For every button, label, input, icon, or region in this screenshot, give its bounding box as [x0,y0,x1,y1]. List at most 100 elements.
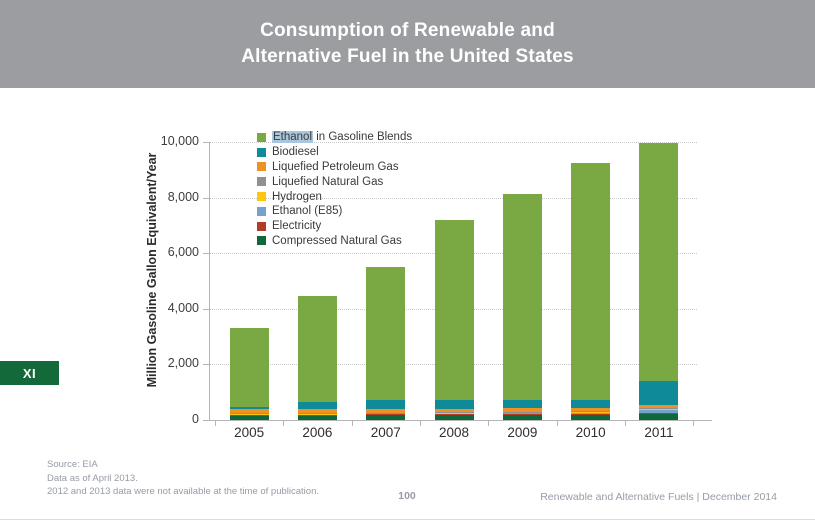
legend-swatch-compressed-natural-gas [257,236,266,246]
highlighted-word: Ethanol [272,131,314,144]
bar-2010-compressed-natural-gas [571,414,611,420]
x-tick-mark-3 [419,420,421,426]
bar-2005-ethanol-e85 [229,414,269,415]
x-tick-mark-2 [351,420,353,426]
bar-2006-ethanol-e85 [297,413,337,415]
report-header-banner: Consumption of Renewable and Alternative… [0,0,815,88]
legend-swatch-liquefied-petroleum-gas [257,162,266,172]
y-tick-mark-4000 [203,308,209,310]
bar-2008-liquefied-natural-gas [434,412,474,414]
legend-item-ethanol-e85: Ethanol (E85) [257,204,412,219]
x-tick-label-2011: 2011 [644,425,674,440]
bar-2006-liquefied-natural-gas [297,413,337,414]
bar-2007-ethanol-e85 [366,413,406,415]
x-tick-label-2007: 2007 [370,425,401,440]
legend-swatch-liquefied-natural-gas [257,177,266,187]
bar-2005-ethanol-in-gasoline-blends [229,328,269,407]
bar-2006-compressed-natural-gas [297,414,337,420]
legend-swatch-ethanol-e85 [257,206,266,216]
bar-2009-compressed-natural-gas [502,414,542,420]
bar-2011-liquefied-petroleum-gas [639,404,679,409]
bar-2010-ethanol-e85 [571,412,611,414]
bar-2008-ethanol-e85 [434,413,474,415]
x-tick-mark-4 [488,420,490,426]
bar-2007-compressed-natural-gas [366,414,406,420]
y-tick-label-10000: 10,000 [160,134,199,148]
bar-2009-electricity [502,413,542,415]
section-tab-label: XI [22,365,37,381]
legend-item-liquefied-natural-gas: Liquefied Natural Gas [257,174,412,189]
bar-2008-liquefied-petroleum-gas [434,408,474,413]
bar-2010-biodiesel [571,399,611,409]
gridline-10000 [209,142,697,143]
footnote-data-date: Data as of April 2013. [47,472,138,484]
section-tab: XI [0,361,59,385]
legend-label-electricity: Electricity [272,220,322,233]
bar-2009-liquefied-natural-gas [502,411,542,413]
chart-legend: Ethanol in Gasoline Blends Biodiesel Lique… [257,130,412,248]
bar-2011-liquefied-natural-gas [639,408,679,410]
bar-2011-biodiesel [639,381,679,405]
y-tick-mark-6000 [203,253,209,255]
y-axis-title: Million Gasoline Gallon Equivalent/Year [145,152,159,388]
bar-2006-biodiesel [297,402,337,410]
bar-2009-liquefied-petroleum-gas [502,408,542,412]
legend-item-liquefied-petroleum-gas: Liquefied Petroleum Gas [257,160,412,175]
bar-2007-ethanol-in-gasoline-blends [366,267,406,401]
bar-2007-liquefied-natural-gas [366,412,406,414]
legend-item-biodiesel: Biodiesel [257,145,412,160]
bar-2007-biodiesel [366,400,406,410]
bar-2007-liquefied-petroleum-gas [366,409,406,413]
legend-label-liquefied-natural-gas: Liquefied Natural Gas [272,175,384,188]
bar-2005-liquefied-petroleum-gas [229,409,269,414]
y-axis-line [209,142,210,420]
footnote-block: Source: EIA Data as of April 2013. 2012 … [47,458,319,499]
page-title-line-2: Alternative Fuel in the United States [241,46,574,67]
bar-2010-ethanol-in-gasoline-blends [571,162,611,400]
x-tick-mark-1 [283,420,285,426]
page-title-line-1: Consumption of Renewable and [260,20,555,41]
y-tick-label-6000: 6,000 [167,245,199,260]
x-tick-mark-5 [556,420,558,426]
y-tick-mark-10000 [203,142,209,143]
bar-2006-ethanol-in-gasoline-blends [297,296,337,403]
footer-divider [0,519,815,520]
document-title-footer: Renewable and Alternative Fuels | Decemb… [540,491,777,503]
legend-label-ethanol-e85: Ethanol (E85) [272,205,343,218]
legend-swatch-hydrogen [257,192,266,202]
bar-2008-compressed-natural-gas [434,414,474,420]
x-tick-mark-0 [215,420,216,426]
bar-2005-liquefied-natural-gas [229,413,269,414]
bar-2005-compressed-natural-gas [229,415,269,420]
bar-2011-compressed-natural-gas [639,413,679,420]
y-tick-mark-8000 [203,197,209,199]
x-tick-label-2006: 2006 [302,425,333,440]
x-tick-mark-7 [693,420,695,426]
bar-2009-biodiesel [502,399,542,409]
legend-item-hydrogen: Hydrogen [257,189,412,204]
page-number: 100 [398,490,416,502]
x-axis-line [203,420,712,421]
bar-2008-biodiesel [434,400,474,409]
bar-2009-ethanol-e85 [502,412,542,414]
legend-label-hydrogen: Hydrogen [272,190,322,203]
legend-swatch-ethanol-in-gasoline-blends [257,132,266,142]
y-tick-label-2000: 2,000 [167,356,199,371]
legend-label-liquefied-petroleum-gas: Liquefied Petroleum Gas [272,160,399,173]
x-tick-mark-6 [624,420,626,426]
bar-2008-ethanol-in-gasoline-blends [434,219,474,401]
bar-2011-ethanol-in-gasoline-blends [639,143,679,382]
bar-2009-ethanol-in-gasoline-blends [502,193,542,400]
x-tick-label-2005: 2005 [234,425,265,440]
legend-item-electricity: Electricity [257,219,412,234]
legend-label-ethanol-in-gasoline-blends: Ethanol in Gasoline Blends [272,131,413,144]
legend-item-compressed-natural-gas: Compressed Natural Gas [257,234,412,249]
footnote-availability: 2012 and 2013 data were not available at… [47,486,319,498]
footnote-source: Source: EIA [47,459,98,470]
page-title: Consumption of Renewable and Alternative… [241,18,574,70]
y-tick-label-4000: 4,000 [167,300,199,315]
legend-swatch-electricity [257,221,266,231]
bar-2006-liquefied-petroleum-gas [297,409,337,414]
y-tick-label-8000: 8,000 [167,189,199,204]
gridline-8000 [209,197,697,199]
